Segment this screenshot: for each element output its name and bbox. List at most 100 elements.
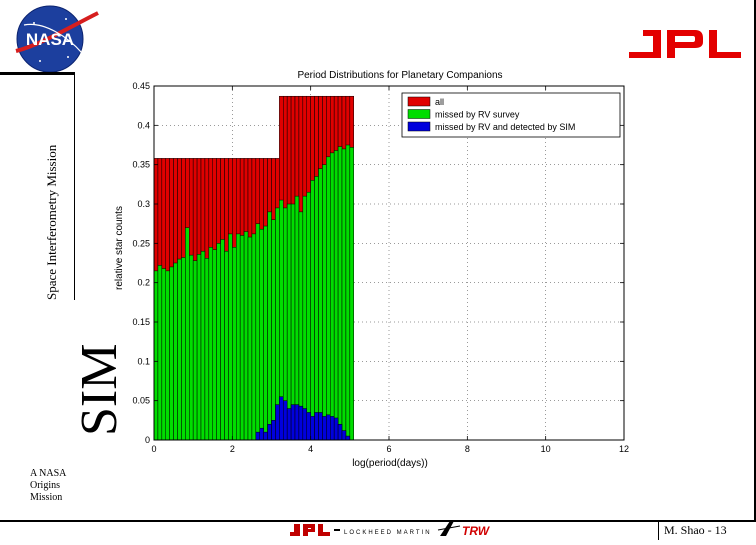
bar-missed_rv_sim xyxy=(275,404,280,441)
x-tick-label: 6 xyxy=(386,444,391,454)
chart-bars xyxy=(153,95,354,441)
bar-missed_rv xyxy=(165,270,170,441)
lockheed-martin-logo: LOCKHEED MARTIN xyxy=(344,530,432,536)
bar-missed_rv xyxy=(239,235,245,441)
legend-label: missed by RV and detected by SIM xyxy=(435,122,575,132)
bar-missed_rv xyxy=(349,147,354,441)
bar-missed_rv xyxy=(337,146,343,441)
period-distribution-chart: Period Distributions for Planetary Compa… xyxy=(114,70,629,469)
y-tick-label: 0.25 xyxy=(132,238,150,248)
bar-missed_rv_sim xyxy=(271,420,276,441)
y-tick-label: 0.15 xyxy=(132,317,150,327)
legend-swatch xyxy=(407,121,431,132)
origins-line: A NASA xyxy=(30,468,67,479)
sidebar-rule xyxy=(74,72,75,300)
bar-missed_rv xyxy=(298,211,304,441)
y-tick-label: 0 xyxy=(145,435,150,445)
bar-missed_rv xyxy=(243,231,249,441)
bar-missed_rv xyxy=(169,266,174,441)
bar-missed_rv_sim xyxy=(279,396,284,441)
bar-missed_rv xyxy=(255,223,260,441)
bar-missed_rv_sim xyxy=(337,424,343,441)
bar-missed_rv xyxy=(271,219,276,441)
trw-logo: TRW xyxy=(462,524,491,538)
bar-missed_rv xyxy=(333,150,339,441)
jpl-small-logo xyxy=(290,524,330,536)
bar-missed_rv xyxy=(181,257,186,441)
legend-box xyxy=(401,92,621,138)
bar-missed_rv xyxy=(236,233,241,441)
bar-missed_rv_sim xyxy=(314,412,319,441)
nasa-logo: NASA xyxy=(10,5,102,77)
bar-missed_rv xyxy=(228,233,233,441)
y-tick-label: 0.2 xyxy=(137,278,150,288)
y-tick-label: 0.4 xyxy=(137,120,150,130)
bar-missed_rv xyxy=(259,228,264,441)
mission-title: Space Interferometry Mission xyxy=(44,144,59,300)
bar-missed_rv xyxy=(212,249,217,441)
bar-missed_rv xyxy=(322,164,327,441)
x-tick-label: 4 xyxy=(308,444,313,454)
bar-missed_rv xyxy=(208,247,214,441)
bar-missed_rv xyxy=(251,233,257,441)
bar-missed_rv_sim xyxy=(286,408,292,441)
y-axis-label: relative star counts xyxy=(114,206,125,290)
jpl-logo xyxy=(625,26,745,66)
bar-missed_rv xyxy=(200,250,206,441)
page-number: M. Shao - 13 xyxy=(664,523,727,537)
bar-missed_rv xyxy=(263,225,268,441)
origins-mission-text: A NASA Origins Mission xyxy=(30,468,66,504)
bar-missed_rv_sim xyxy=(267,424,272,441)
bar-missed_rv xyxy=(247,236,253,441)
chart-title: Period Distributions for Planetary Compa… xyxy=(297,70,502,81)
x-tick-label: 12 xyxy=(619,444,629,454)
x-tick-label: 2 xyxy=(230,444,235,454)
bar-missed_rv_sim xyxy=(330,416,335,441)
x-tick-label: 10 xyxy=(541,444,551,454)
chart-legend: all missed by RV survey missed by RV and d… xyxy=(401,92,621,138)
y-tick-label: 0.05 xyxy=(132,396,150,406)
bar-missed_rv_sim xyxy=(341,430,347,441)
legend-label: missed by RV survey xyxy=(435,110,520,120)
bar-missed_rv_sim xyxy=(302,408,307,441)
bar-missed_rv xyxy=(220,239,225,441)
bar-missed_rv xyxy=(224,250,229,441)
bar-missed_rv xyxy=(326,156,331,441)
bar-missed_rv xyxy=(294,195,300,441)
bar-missed_rv_sim xyxy=(318,412,323,441)
legend-swatch xyxy=(407,96,431,107)
bar-missed_rv_sim xyxy=(294,404,300,441)
partner-logos: LOCKHEED MARTIN TRW xyxy=(290,518,510,540)
y-tick-label: 0.45 xyxy=(132,81,150,91)
x-tick-label: 8 xyxy=(465,444,470,454)
chart-ticks: 0 0.05 0.1 0.15 0.2 0.25 0.3 0.35 0.4 0.45 0 2 4 6 8 10… xyxy=(132,81,629,454)
bar-missed_rv xyxy=(314,176,319,441)
bar-missed_rv_sim xyxy=(283,400,288,441)
bar-missed_rv xyxy=(216,243,221,441)
header-rule xyxy=(0,72,74,75)
bar-missed_rv xyxy=(196,254,202,441)
slide-frame xyxy=(0,0,756,522)
x-axis-label: log(period(days)) xyxy=(352,458,428,469)
bar-missed_rv_sim xyxy=(255,431,260,441)
bar-missed_rv_sim xyxy=(306,412,311,441)
origins-line: Origins xyxy=(30,480,60,491)
bar-missed_rv_sim xyxy=(290,404,296,441)
bar-missed_rv_sim xyxy=(263,431,268,441)
x-tick-label: 0 xyxy=(151,444,156,454)
bar-missed_rv_sim xyxy=(310,416,315,441)
bar-missed_rv xyxy=(192,260,198,441)
bar-missed_rv xyxy=(189,254,194,441)
bar-missed_rv xyxy=(153,270,159,441)
bar-missed_rv xyxy=(185,227,190,441)
bar-missed_rv xyxy=(341,148,347,441)
bar-missed_rv xyxy=(302,195,307,441)
bar-missed_rv_sim xyxy=(333,417,339,441)
bar-missed_rv xyxy=(310,180,315,441)
y-tick-label: 0.1 xyxy=(137,356,150,366)
bar-missed_rv xyxy=(157,265,163,441)
origins-line: Mission xyxy=(30,492,63,503)
bar-missed_rv xyxy=(204,258,210,441)
bar-missed_rv_sim xyxy=(298,405,304,441)
bar-missed_rv xyxy=(177,258,182,441)
